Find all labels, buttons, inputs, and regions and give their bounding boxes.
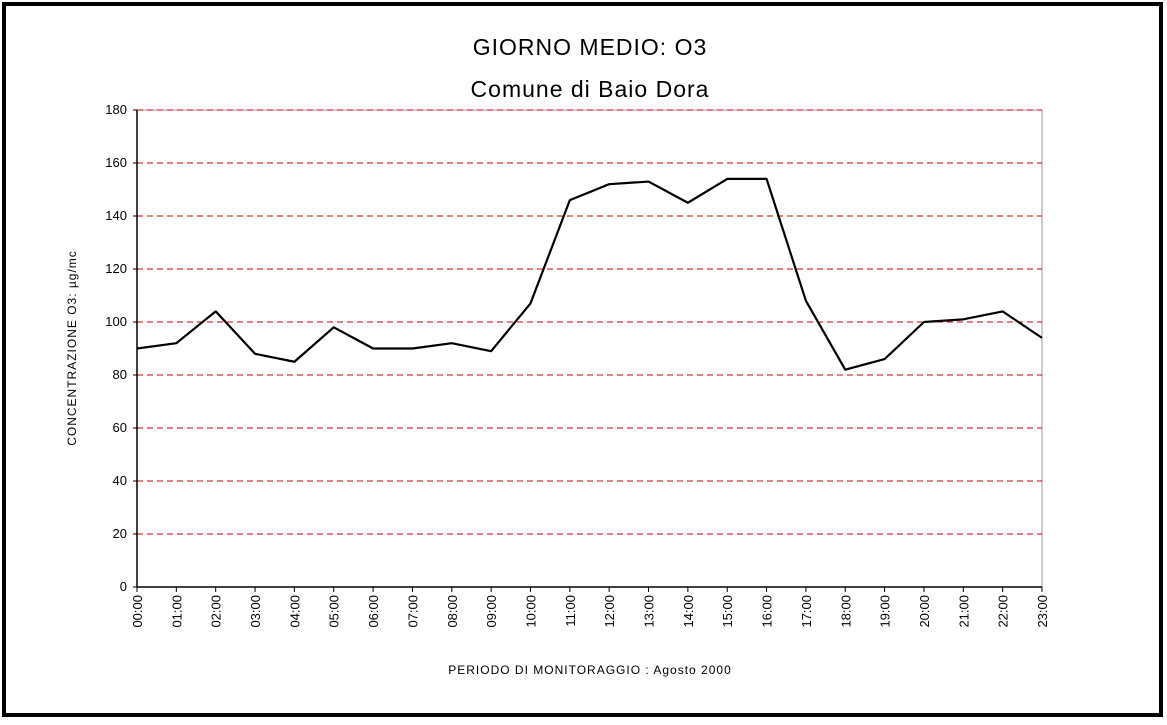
x-tick-label: 00:00: [130, 595, 145, 628]
x-tick-label: 10:00: [523, 595, 538, 628]
x-tick-label: 04:00: [287, 595, 302, 628]
y-axis-label: CONCENTRAZIONE O3: µg/mc: [65, 250, 79, 446]
x-tick-label: 12:00: [602, 595, 617, 628]
x-tick-label: 05:00: [327, 595, 342, 628]
x-tick-label: 09:00: [484, 595, 499, 628]
x-tick-label: 15:00: [720, 595, 735, 628]
x-tick-label: 18:00: [838, 595, 853, 628]
x-tick-label: 06:00: [366, 595, 381, 628]
y-tick-label: 0: [120, 579, 127, 594]
y-tick-label: 160: [105, 155, 127, 170]
x-tick-label: 07:00: [405, 595, 420, 628]
y-tick-label: 100: [105, 314, 127, 329]
x-tick-label: 08:00: [445, 595, 460, 628]
y-tick-label: 60: [113, 420, 127, 435]
y-tick-label: 80: [113, 367, 127, 382]
x-axis-label: PERIODO DI MONITORAGGIO : Agosto 2000: [448, 663, 732, 677]
x-tick-label: 11:00: [563, 595, 578, 627]
x-tick-label: 03:00: [248, 595, 263, 628]
data-line: [136, 177, 1043, 371]
y-tick-label: 40: [113, 473, 127, 488]
x-tick-label: 02:00: [209, 595, 224, 628]
x-tick-label: 23:00: [1035, 595, 1050, 628]
x-tick-label: 21:00: [956, 595, 971, 628]
x-tick-label: 13:00: [642, 595, 657, 628]
x-tick-label: 17:00: [799, 595, 814, 628]
chart-subtitle: Comune di Baio Dora: [471, 76, 710, 102]
x-tick-label: 01:00: [169, 595, 184, 628]
x-tick-label: 14:00: [681, 595, 696, 628]
x-tick-label: 20:00: [917, 595, 932, 628]
x-tick-label: 16:00: [760, 595, 775, 628]
y-tick-label: 180: [105, 102, 127, 117]
x-tick-label: 19:00: [878, 595, 893, 628]
chart-title: GIORNO MEDIO: O3: [473, 34, 708, 60]
y-tick-label: 120: [105, 261, 127, 276]
y-tick-label: 20: [113, 526, 127, 541]
y-tick-label: 140: [105, 208, 127, 223]
x-tick-label: 22:00: [996, 595, 1011, 628]
